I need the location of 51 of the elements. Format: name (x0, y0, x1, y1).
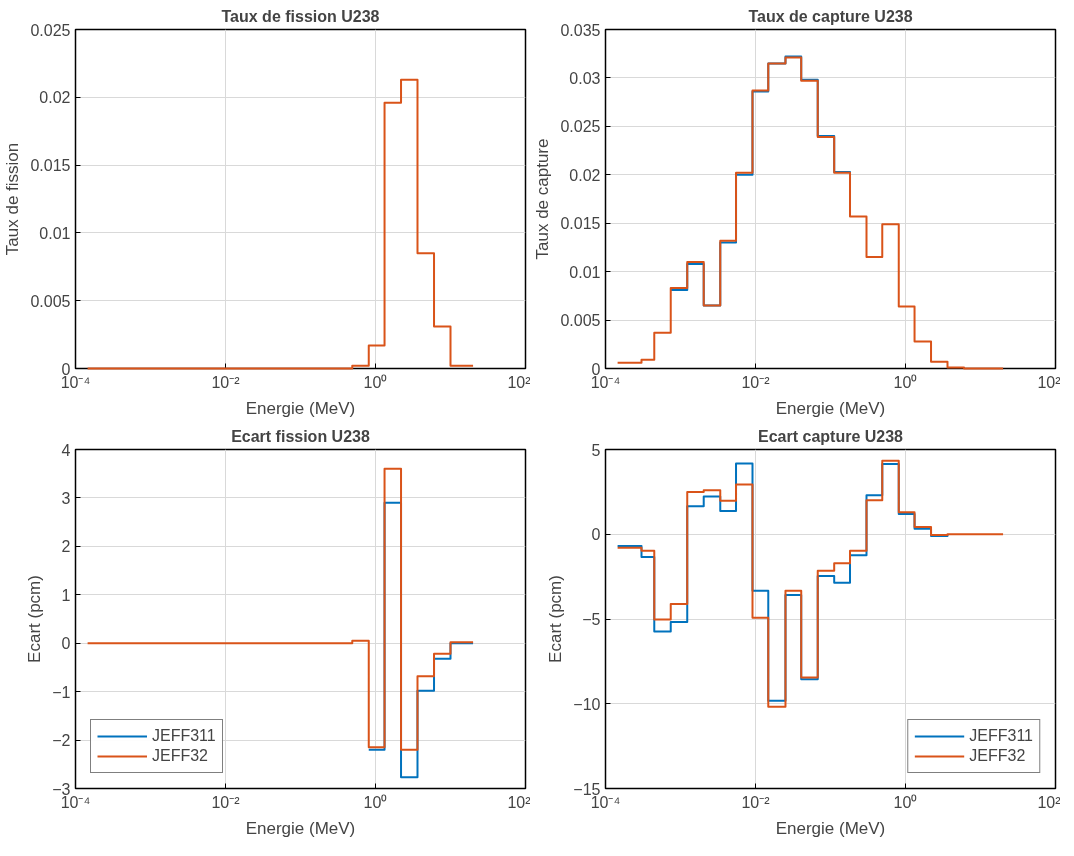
x-tick-label: 10² (1037, 373, 1062, 391)
x-tick-label: 10⁰ (893, 793, 918, 811)
y-tick-label: 0.02 (569, 166, 601, 184)
x-tick-label: 10⁰ (893, 373, 918, 391)
x-axis-title: Energie (MeV) (775, 818, 886, 838)
y-tick-label: 0.035 (560, 21, 601, 39)
y-tick-label: −10 (573, 695, 601, 713)
y-tick-label: 1 (61, 586, 71, 604)
y-tick-label: 0.02 (39, 89, 71, 107)
x-tick-label: 10² (507, 793, 532, 811)
y-axis-title: Taux de fission (3, 142, 23, 256)
y-tick-label: 0.01 (569, 263, 601, 281)
legend-label: JEFF32 (969, 747, 1026, 765)
y-tick-label: 5 (591, 441, 601, 459)
x-tick-label: 10⁻² (741, 793, 771, 811)
y-tick-label: 0 (591, 526, 601, 544)
x-tick-label: 10⁰ (363, 373, 388, 391)
y-tick-label: −5 (582, 611, 601, 628)
chart-title: Taux de fission U238 (221, 7, 380, 25)
y-tick-label: 2 (61, 538, 71, 556)
x-tick-label: 10⁻² (211, 373, 241, 391)
y-tick-label: 0.01 (39, 224, 71, 242)
legend-label: JEFF32 (152, 747, 209, 765)
x-tick-label: 10² (507, 373, 532, 391)
y-tick-label: 0.015 (30, 157, 71, 175)
y-tick-label: 4 (61, 441, 71, 459)
y-tick-label: −2 (52, 732, 71, 750)
x-tick-label: 10⁰ (363, 793, 388, 811)
y-tick-label: 0.015 (560, 215, 601, 233)
x-tick-label: 10⁻² (741, 373, 771, 391)
y-axis-title: Ecart (pcm) (25, 575, 45, 663)
y-tick-label: 0.025 (30, 21, 71, 39)
chart-title: Ecart capture U238 (758, 427, 904, 445)
x-tick-label: 10² (1037, 793, 1062, 811)
x-tick-label: 10⁻² (211, 793, 241, 811)
legend-label: JEFF311 (152, 727, 216, 745)
x-axis-title: Energie (MeV) (775, 398, 886, 418)
legend-label: JEFF311 (969, 727, 1033, 745)
chart-title: Taux de capture U238 (748, 7, 913, 25)
x-axis-title: Energie (MeV) (245, 398, 356, 418)
y-axis-title: Ecart (pcm) (546, 575, 566, 663)
y-tick-label: 3 (61, 489, 71, 507)
y-tick-label: 0.025 (560, 118, 601, 136)
x-axis-title: Energie (MeV) (245, 818, 356, 838)
chart-title: Ecart fission U238 (231, 427, 370, 445)
y-tick-label: 0.005 (30, 292, 71, 310)
y-axis-title: Taux de capture (533, 138, 553, 260)
y-tick-label: −1 (52, 683, 71, 701)
y-tick-label: 0.005 (560, 312, 601, 330)
y-tick-label: 0.03 (569, 69, 601, 87)
y-tick-label: 0 (61, 635, 71, 653)
